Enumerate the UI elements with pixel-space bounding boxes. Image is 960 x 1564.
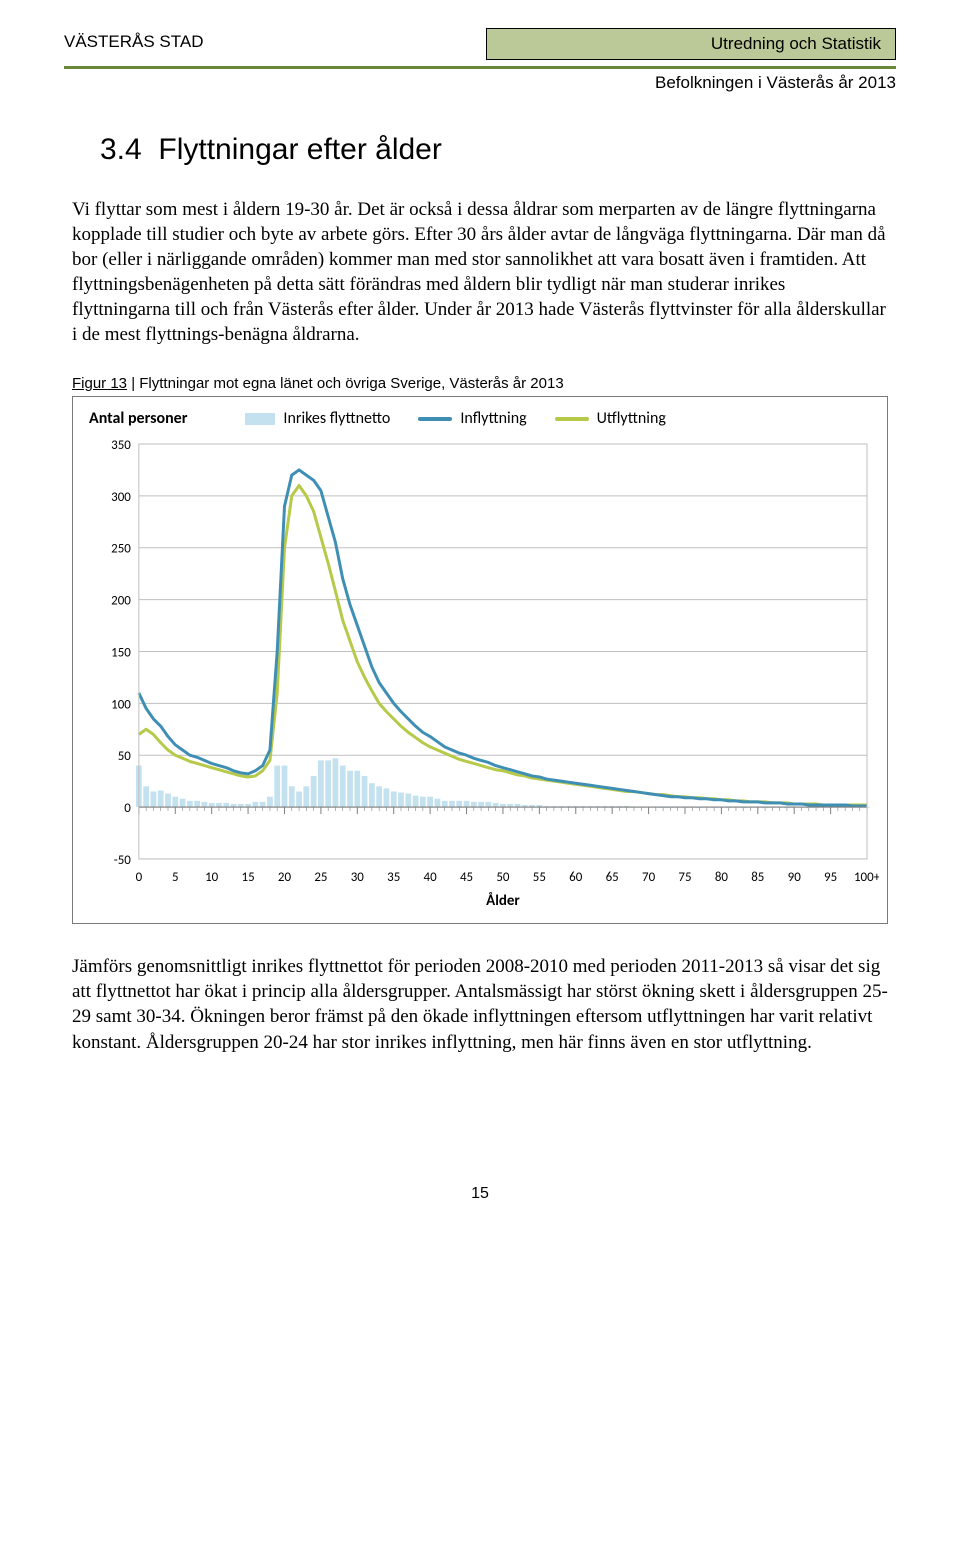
paragraph-2: Jämförs genomsnittligt inrikes flyttnett…: [72, 954, 888, 1054]
svg-text:40: 40: [424, 870, 438, 885]
svg-text:45: 45: [460, 870, 473, 885]
swatch-netto: [245, 413, 275, 425]
section-number: 3.4: [100, 133, 142, 166]
page-header: VÄSTERÅS STAD Utredning och Statistik: [64, 28, 896, 60]
svg-text:250: 250: [111, 542, 131, 557]
section-title: 3.4 Flyttningar efter ålder: [100, 133, 896, 167]
svg-text:90: 90: [788, 870, 802, 885]
legend-label-netto: Inrikes flyttnetto: [283, 409, 390, 428]
swatch-in: [418, 417, 452, 421]
header-rule: [64, 66, 896, 69]
svg-text:70: 70: [642, 870, 656, 885]
svg-text:95: 95: [824, 870, 837, 885]
svg-text:100: 100: [111, 698, 131, 713]
svg-text:Ålder: Ålder: [486, 892, 520, 910]
svg-text:15: 15: [242, 870, 255, 885]
header-subtitle: Befolkningen i Västerås år 2013: [64, 73, 896, 93]
svg-text:350: 350: [111, 438, 131, 453]
svg-text:300: 300: [111, 490, 131, 505]
swatch-ut: [555, 417, 589, 421]
svg-text:30: 30: [351, 870, 365, 885]
svg-text:0: 0: [124, 802, 131, 817]
legend-item-in: Inflyttning: [418, 409, 526, 428]
svg-text:10: 10: [205, 870, 219, 885]
figure-label: Figur 13: [72, 375, 127, 392]
page-number: 15: [64, 1185, 896, 1203]
svg-text:35: 35: [387, 870, 400, 885]
legend-label-in: Inflyttning: [460, 409, 526, 428]
svg-text:85: 85: [751, 870, 764, 885]
header-right-box: Utredning och Statistik: [486, 28, 896, 60]
legend-item-ut: Utflyttning: [555, 409, 666, 428]
paragraph-1: Vi flyttar som mest i åldern 19-30 år. D…: [72, 197, 888, 347]
svg-text:-50: -50: [114, 853, 132, 868]
svg-text:150: 150: [111, 646, 131, 661]
svg-text:0: 0: [136, 870, 143, 885]
svg-text:75: 75: [678, 870, 691, 885]
chart-container: Antal personer Inrikes flyttnetto Inflyt…: [72, 396, 888, 924]
chart-legend: Antal personer Inrikes flyttnetto Inflyt…: [89, 409, 879, 428]
figure-caption-text: Flyttningar mot egna länet och övriga Sv…: [139, 375, 563, 392]
chart-svg: -50 0 50 100 150 200 250 300 350 0 5 10 15 20 25 30 35 40…: [81, 436, 879, 915]
svg-text:80: 80: [715, 870, 729, 885]
svg-text:20: 20: [278, 870, 292, 885]
svg-text:55: 55: [533, 870, 546, 885]
svg-text:5: 5: [172, 870, 179, 885]
svg-text:200: 200: [111, 594, 131, 609]
section-heading: Flyttningar efter ålder: [158, 133, 441, 166]
svg-text:60: 60: [569, 870, 583, 885]
svg-text:50: 50: [496, 870, 510, 885]
figure-caption: Figur 13 | Flyttningar mot egna länet oc…: [72, 375, 896, 392]
legend-label-ut: Utflyttning: [597, 409, 666, 428]
svg-text:100+: 100+: [854, 870, 879, 885]
svg-text:50: 50: [118, 750, 132, 765]
svg-text:25: 25: [314, 870, 327, 885]
legend-item-netto: Inrikes flyttnetto: [245, 409, 390, 428]
header-left: VÄSTERÅS STAD: [64, 28, 204, 52]
legend-title: Antal personer: [89, 409, 187, 428]
svg-text:65: 65: [606, 870, 619, 885]
